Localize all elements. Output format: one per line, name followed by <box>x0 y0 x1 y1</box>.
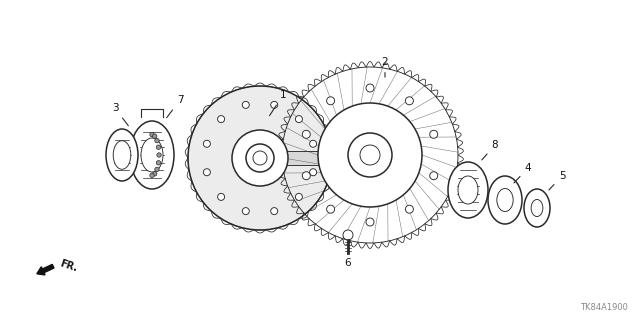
Circle shape <box>348 133 392 177</box>
Circle shape <box>155 138 159 143</box>
Circle shape <box>310 140 317 147</box>
Circle shape <box>157 153 161 157</box>
Circle shape <box>150 132 154 137</box>
FancyArrow shape <box>37 264 54 275</box>
Circle shape <box>326 205 335 213</box>
Circle shape <box>343 230 353 240</box>
Polygon shape <box>280 151 352 165</box>
Circle shape <box>405 97 413 105</box>
Circle shape <box>360 145 380 165</box>
Ellipse shape <box>106 129 138 181</box>
Circle shape <box>271 101 278 108</box>
Circle shape <box>326 97 335 105</box>
Ellipse shape <box>113 141 131 169</box>
Circle shape <box>302 172 310 180</box>
Circle shape <box>152 134 157 138</box>
Text: 1: 1 <box>269 90 286 116</box>
Circle shape <box>253 151 267 165</box>
Text: 2: 2 <box>381 57 388 77</box>
Circle shape <box>429 130 438 138</box>
Circle shape <box>156 161 161 165</box>
Text: 5: 5 <box>549 171 565 190</box>
Circle shape <box>405 205 413 213</box>
Circle shape <box>366 84 374 92</box>
Circle shape <box>296 193 302 200</box>
Circle shape <box>310 169 317 176</box>
Text: 6: 6 <box>345 251 351 268</box>
Circle shape <box>318 103 422 207</box>
Circle shape <box>204 140 211 147</box>
Text: 8: 8 <box>482 140 499 160</box>
Ellipse shape <box>141 138 163 172</box>
Circle shape <box>366 218 374 226</box>
Circle shape <box>188 86 332 230</box>
Text: 3: 3 <box>112 103 129 126</box>
Text: TK84A1900: TK84A1900 <box>580 303 628 312</box>
Circle shape <box>302 130 310 138</box>
Circle shape <box>156 145 161 149</box>
Circle shape <box>150 173 154 178</box>
Text: 4: 4 <box>514 163 531 183</box>
Ellipse shape <box>458 176 478 204</box>
Circle shape <box>296 116 302 123</box>
Circle shape <box>232 130 288 186</box>
Circle shape <box>429 172 438 180</box>
Ellipse shape <box>531 199 543 217</box>
Circle shape <box>152 172 157 176</box>
Circle shape <box>271 208 278 215</box>
Ellipse shape <box>497 188 513 212</box>
Circle shape <box>218 116 225 123</box>
Circle shape <box>204 169 211 176</box>
Ellipse shape <box>448 162 488 218</box>
Circle shape <box>243 208 249 215</box>
Ellipse shape <box>488 176 522 224</box>
Text: FR.: FR. <box>59 259 79 274</box>
Circle shape <box>246 144 274 172</box>
Ellipse shape <box>524 189 550 227</box>
Circle shape <box>218 193 225 200</box>
Circle shape <box>243 101 249 108</box>
Circle shape <box>155 167 159 172</box>
Text: 7: 7 <box>166 95 183 118</box>
Ellipse shape <box>130 121 174 189</box>
